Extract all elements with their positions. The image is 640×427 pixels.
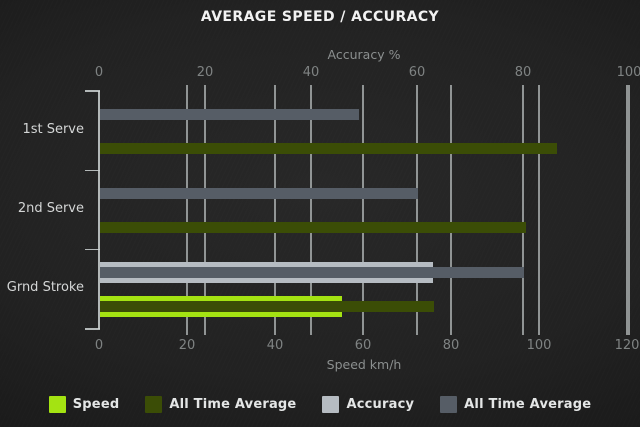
bottom-tick-top-80	[450, 85, 452, 91]
bar-all-time-average-accuracy-1st-serve[interactable]	[99, 108, 360, 120]
bottom-axis-tick-label-120: 120	[614, 338, 640, 353]
bottom-tick-bottom-100	[538, 329, 540, 335]
legend: Speed All Time Average Accuracy All Time Av…	[0, 396, 640, 413]
bar-all-time-average-accuracy-2nd-serve[interactable]	[99, 187, 418, 199]
legend-item-all-time-average-top[interactable]: All Time Average	[440, 396, 591, 413]
bottom-tick-top-20	[186, 85, 188, 91]
bottom-tick-top-100	[538, 85, 540, 91]
bottom-axis-tick-label-100: 100	[526, 338, 552, 353]
bottom-axis-tick-label-80: 80	[442, 338, 460, 353]
y-axis-line	[98, 91, 100, 329]
bar-all-time-average-speed-2nd-serve[interactable]	[99, 221, 527, 233]
category-label-1st-serve: 1st Serve	[22, 121, 84, 137]
bottom-gridline-40	[274, 91, 276, 329]
top-tick-bottom-100	[628, 329, 630, 335]
legend-swatch-all-time-average-bottom	[145, 396, 163, 413]
bottom-gridline-80	[450, 91, 452, 329]
category-boundary-tick	[85, 328, 100, 330]
bottom-gridline-120	[626, 91, 628, 329]
category-boundary-tick	[85, 248, 100, 251]
bottom-gridline-20	[186, 91, 188, 329]
top-axis-tick-label-20: 20	[196, 65, 214, 80]
top-axis-tick-label-60: 60	[408, 65, 426, 80]
legend-label: Accuracy	[346, 397, 415, 412]
top-tick-top-100	[628, 85, 630, 91]
top-gridline-20	[204, 91, 206, 329]
bottom-tick-top-120	[626, 85, 628, 91]
bottom-tick-top-60	[362, 85, 364, 91]
bottom-tick-bottom-120	[626, 329, 628, 335]
legend-item-speed-bottom[interactable]: Speed	[48, 396, 120, 413]
legend-label: Speed	[72, 397, 120, 412]
top-gridline-60	[416, 91, 418, 329]
bottom-tick-bottom-60	[362, 329, 364, 335]
bottom-axis-tick-label-60: 60	[354, 338, 372, 353]
bottom-gridline-60	[362, 91, 364, 329]
category-label-grnd-stroke: Grnd Stroke	[6, 280, 84, 296]
category-label-2nd-serve: 2nd Serve	[17, 201, 84, 216]
bottom-axis-tick-label-0: 0	[94, 338, 104, 353]
top-axis-tick-label-0: 0	[94, 65, 104, 80]
top-axis-tick-label-40: 40	[302, 65, 320, 80]
top-tick-bottom-60	[416, 329, 418, 335]
top-axis-tick-label-100: 100	[616, 65, 640, 80]
top-tick-top-20	[204, 85, 206, 91]
top-axis-label: Accuracy %	[327, 47, 401, 62]
top-tick-bottom-80	[522, 329, 524, 335]
bar-all-time-average-accuracy-grnd-stroke[interactable]	[99, 267, 524, 279]
legend-item-all-time-average-bottom[interactable]: All Time Average	[145, 396, 296, 413]
top-tick-top-60	[416, 85, 418, 91]
legend-label: All Time Average	[169, 397, 297, 412]
category-boundary-tick	[85, 90, 100, 92]
bottom-tick-top-40	[274, 85, 276, 91]
bottom-tick-bottom-40	[274, 329, 276, 335]
top-gridline-40	[310, 91, 312, 329]
bar-all-time-average-speed-grnd-stroke[interactable]	[99, 301, 434, 313]
bottom-axis-tick-label-40: 40	[266, 338, 284, 353]
legend-swatch-accuracy-top	[322, 396, 340, 413]
bottom-axis-tick-label-20: 20	[178, 338, 196, 353]
bar-all-time-average-speed-1st-serve[interactable]	[99, 142, 558, 154]
top-tick-top-80	[522, 85, 524, 91]
top-tick-bottom-40	[310, 329, 312, 335]
top-gridline-100	[628, 91, 630, 329]
top-gridline-80	[522, 91, 524, 329]
top-tick-top-40	[310, 85, 312, 91]
legend-swatch-all-time-average-top	[440, 396, 458, 413]
top-axis-tick-label-80: 80	[514, 65, 532, 80]
legend-label: All Time Average	[464, 397, 592, 412]
bottom-tick-bottom-80	[450, 329, 452, 335]
bottom-tick-bottom-20	[186, 329, 188, 335]
legend-swatch-speed-bottom	[48, 396, 66, 413]
chart-title: AVERAGE SPEED / ACCURACY	[200, 9, 440, 25]
bottom-gridline-100	[538, 91, 540, 329]
legend-item-accuracy-top[interactable]: Accuracy	[322, 396, 414, 413]
top-tick-bottom-20	[204, 329, 206, 335]
category-boundary-tick	[85, 169, 100, 172]
bottom-axis-label: Speed km/h	[326, 357, 402, 372]
